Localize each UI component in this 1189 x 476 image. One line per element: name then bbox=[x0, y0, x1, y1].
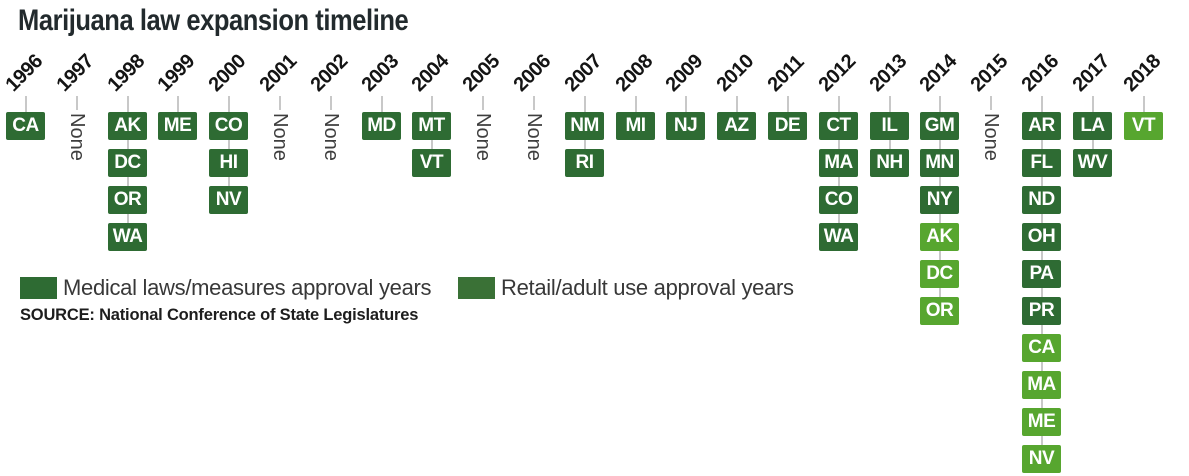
timeline-connector bbox=[330, 96, 332, 110]
none-label-2006: None bbox=[523, 113, 545, 161]
legend-item-retail: Retail/adult use approval years bbox=[458, 275, 794, 300]
state-box-2016-oh: OH bbox=[1022, 223, 1061, 251]
state-box-2003-md: MD bbox=[362, 112, 401, 140]
year-label-2007: 2007 bbox=[560, 50, 607, 96]
state-box-2016-fl: FL bbox=[1022, 149, 1061, 177]
state-box-2012-wa: WA bbox=[819, 223, 858, 251]
timeline-connector bbox=[177, 96, 179, 126]
state-box-2017-wv: WV bbox=[1073, 149, 1112, 177]
year-label-2002: 2002 bbox=[306, 50, 353, 96]
timeline-connector bbox=[787, 96, 789, 126]
medical-swatch-icon bbox=[20, 277, 57, 299]
state-box-2008-mi: MI bbox=[616, 112, 655, 140]
legend-retail-label: Retail/adult use approval years bbox=[501, 275, 794, 300]
none-label-2015: None bbox=[980, 113, 1002, 161]
year-label-2008: 2008 bbox=[611, 50, 658, 96]
timeline-connector bbox=[25, 96, 27, 126]
year-label-2009: 2009 bbox=[661, 50, 708, 96]
state-box-1996-ca: CA bbox=[6, 112, 45, 140]
none-label-2002: None bbox=[320, 113, 342, 161]
state-box-2016-pr: PR bbox=[1022, 297, 1061, 325]
state-box-2014-gm: GM bbox=[920, 112, 959, 140]
state-box-2013-il: IL bbox=[870, 112, 909, 140]
state-box-2013-nh: NH bbox=[870, 149, 909, 177]
timeline-connector bbox=[76, 96, 78, 110]
timeline-connector bbox=[990, 96, 992, 110]
state-box-1998-ak: AK bbox=[108, 112, 147, 140]
state-box-2014-ny: NY bbox=[920, 186, 959, 214]
year-label-2014: 2014 bbox=[915, 50, 962, 96]
timeline-connector bbox=[736, 96, 738, 126]
year-label-2000: 2000 bbox=[204, 50, 251, 96]
state-box-2016-ma: MA bbox=[1022, 371, 1061, 399]
state-box-2000-nv: NV bbox=[209, 186, 248, 214]
source-credit: SOURCE: National Conference of State Leg… bbox=[20, 306, 419, 324]
timeline-connector bbox=[228, 96, 230, 200]
timeline-connector bbox=[482, 96, 484, 110]
state-box-2011-de: DE bbox=[768, 112, 807, 140]
state-box-2018-vt: VT bbox=[1124, 112, 1163, 140]
state-box-2017-la: LA bbox=[1073, 112, 1112, 140]
year-label-2004: 2004 bbox=[407, 50, 454, 96]
legend-medical-label: Medical laws/measures approval years bbox=[63, 275, 432, 300]
year-label-1998: 1998 bbox=[103, 50, 150, 96]
none-label-2001: None bbox=[269, 113, 291, 161]
state-box-2014-mn: MN bbox=[920, 149, 959, 177]
state-box-2014-dc: DC bbox=[920, 260, 959, 288]
state-box-1998-wa: WA bbox=[108, 223, 147, 251]
year-label-1996: 1996 bbox=[1, 50, 48, 96]
state-box-1998-dc: DC bbox=[108, 149, 147, 177]
year-label-2011: 2011 bbox=[763, 51, 809, 96]
state-box-2007-nm: NM bbox=[565, 112, 604, 140]
year-label-2012: 2012 bbox=[814, 50, 861, 96]
state-box-2016-ca: CA bbox=[1022, 334, 1061, 362]
state-box-2016-pa: PA bbox=[1022, 260, 1061, 288]
year-label-2018: 2018 bbox=[1119, 50, 1166, 96]
year-label-2005: 2005 bbox=[458, 50, 505, 96]
state-box-2016-nv: NV bbox=[1022, 445, 1061, 473]
timeline-connector bbox=[1143, 96, 1145, 126]
year-label-1997: 1997 bbox=[52, 50, 99, 96]
state-box-2016-nd: ND bbox=[1022, 186, 1061, 214]
state-box-2012-ma: MA bbox=[819, 149, 858, 177]
year-label-2015: 2015 bbox=[966, 50, 1013, 96]
state-box-2016-ar: AR bbox=[1022, 112, 1061, 140]
state-box-1998-or: OR bbox=[108, 186, 147, 214]
year-label-2017: 2017 bbox=[1068, 50, 1115, 96]
none-label-1997: None bbox=[66, 113, 88, 161]
year-label-2013: 2013 bbox=[865, 50, 912, 96]
state-box-2007-ri: RI bbox=[565, 149, 604, 177]
year-label-2010: 2010 bbox=[712, 50, 759, 96]
year-label-1999: 1999 bbox=[153, 50, 200, 96]
state-box-2010-az: AZ bbox=[717, 112, 756, 140]
year-label-2003: 2003 bbox=[357, 50, 404, 96]
state-box-2000-hi: HI bbox=[209, 149, 248, 177]
timeline-connector bbox=[381, 96, 383, 126]
year-label-2016: 2016 bbox=[1017, 50, 1064, 96]
timeline-connector bbox=[635, 96, 637, 126]
legend-item-medical: Medical laws/measures approval years bbox=[20, 275, 432, 300]
state-box-2016-me: ME bbox=[1022, 408, 1061, 436]
state-box-2014-ak: AK bbox=[920, 223, 959, 251]
page-title: Marijuana law expansion timeline bbox=[18, 4, 409, 37]
state-box-2004-vt: VT bbox=[412, 149, 451, 177]
timeline-connector bbox=[685, 96, 687, 126]
none-label-2005: None bbox=[472, 113, 494, 161]
state-box-2012-ct: CT bbox=[819, 112, 858, 140]
timeline-connector bbox=[279, 96, 281, 110]
year-label-2006: 2006 bbox=[509, 50, 556, 96]
state-box-2000-co: CO bbox=[209, 112, 248, 140]
state-box-2014-or: OR bbox=[920, 297, 959, 325]
retail-swatch-icon bbox=[458, 277, 495, 299]
state-box-2004-mt: MT bbox=[412, 112, 451, 140]
state-box-2012-co: CO bbox=[819, 186, 858, 214]
year-label-2001: 2001 bbox=[255, 50, 302, 96]
state-box-2009-nj: NJ bbox=[666, 112, 705, 140]
state-box-1999-me: ME bbox=[158, 112, 197, 140]
timeline-connector bbox=[533, 96, 535, 110]
